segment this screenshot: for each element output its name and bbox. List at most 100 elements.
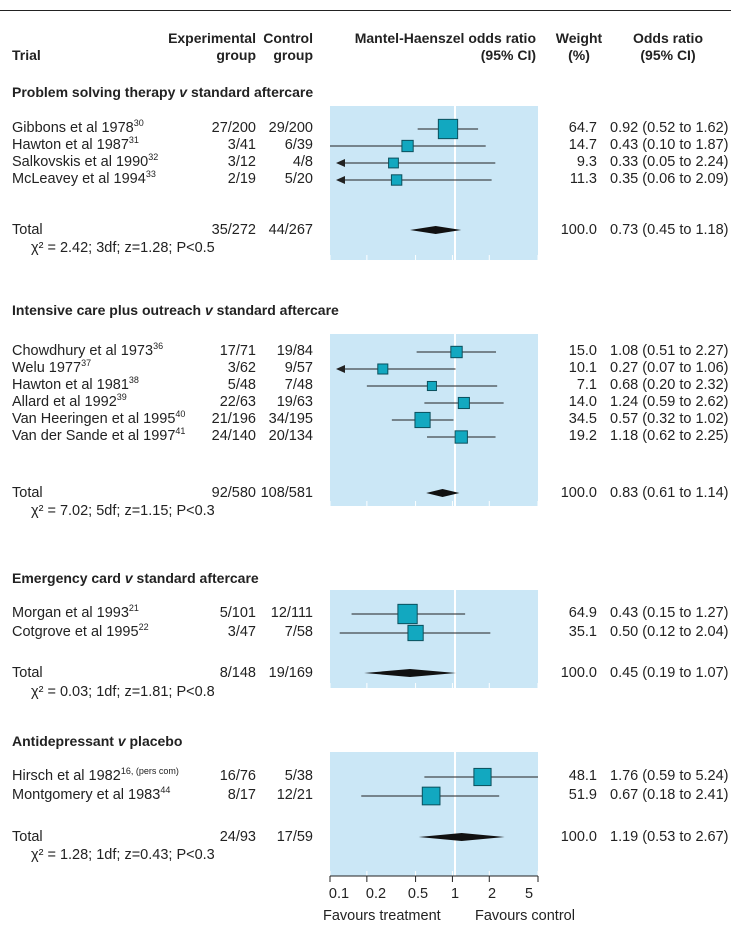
- heterogeneity-stats: χ² = 1.28; 1df; z=0.43; P<0.3: [31, 847, 215, 863]
- group-title: Problem solving therapy v standard after…: [12, 84, 314, 100]
- study-marker: [437, 118, 459, 140]
- weight-value: 34.5: [568, 411, 597, 427]
- exp-count: 5/101: [219, 605, 256, 621]
- group-title: Emergency card v standard aftercare: [12, 570, 259, 586]
- pooled-diamond: [426, 489, 460, 497]
- study-marker: [454, 430, 468, 444]
- reference-line: [454, 752, 456, 876]
- ctrl-count: 29/200: [268, 120, 313, 136]
- study-marker: [401, 139, 414, 153]
- study-marker: [450, 345, 463, 359]
- study-marker: [421, 786, 441, 806]
- group-title: Antidepressant v placebo: [12, 733, 183, 749]
- axis-tick-label: 0.5: [407, 886, 429, 902]
- ctrl-count: 7/58: [284, 624, 313, 640]
- or-ci-value: 0.57 (0.32 to 1.02): [610, 411, 729, 427]
- study-name: Morgan et al 199321: [12, 603, 139, 621]
- study-name: Hawton et al 198731: [12, 135, 139, 153]
- weight-value: 15.0: [568, 343, 597, 359]
- header-mh-line2: (95% CI): [480, 47, 536, 63]
- heterogeneity-stats: χ² = 2.42; 3df; z=1.28; P<0.5: [31, 240, 215, 256]
- or-ci-value: 0.68 (0.20 to 2.32): [610, 377, 729, 393]
- header-exp-line1: Experimental: [168, 30, 256, 46]
- or-ci-value: 1.18 (0.62 to 2.25): [610, 428, 729, 444]
- exp-count: 22/63: [219, 394, 256, 410]
- weight-total: 100.0: [560, 829, 597, 845]
- or-ci-value: 0.43 (0.15 to 1.27): [610, 605, 729, 621]
- or-ci-total: 0.73 (0.45 to 1.18): [610, 222, 729, 238]
- weight-value: 35.1: [568, 624, 597, 640]
- reference-line: [454, 106, 456, 260]
- exp-count: 21/196: [211, 411, 256, 427]
- axis-tick-label: 0.2: [365, 886, 387, 902]
- weight-value: 48.1: [568, 768, 597, 784]
- pooled-diamond: [364, 669, 457, 677]
- axis-tick-label: 0.1: [328, 886, 350, 902]
- study-name: Allard et al 199239: [12, 392, 127, 410]
- header-mh-line1: Mantel-Haenszel odds ratio: [354, 30, 536, 46]
- weight-total: 100.0: [560, 222, 597, 238]
- study-name: Montgomery et al 198344: [12, 785, 171, 803]
- or-ci-total: 1.19 (0.53 to 2.67): [610, 829, 729, 845]
- or-ci-value: 1.76 (0.59 to 5.24): [610, 768, 729, 784]
- favours-control-label: Favours control: [475, 908, 575, 924]
- study-marker: [414, 411, 431, 429]
- weight-total: 100.0: [560, 665, 597, 681]
- plot-panel: [330, 106, 538, 260]
- weight-value: 11.3: [569, 171, 597, 187]
- ctrl-total: 44/267: [268, 222, 313, 238]
- heterogeneity-stats: χ² = 0.03; 1df; z=1.81; P<0.8: [31, 684, 215, 700]
- plot-panel: [330, 752, 538, 876]
- weight-value: 7.1: [576, 377, 597, 393]
- ci-arrow: [336, 176, 345, 184]
- weight-value: 51.9: [568, 787, 597, 803]
- exp-count: 5/48: [227, 377, 256, 393]
- weight-value: 64.7: [568, 120, 597, 136]
- study-marker: [388, 157, 399, 169]
- exp-count: 17/71: [219, 343, 256, 359]
- ctrl-count: 12/21: [276, 787, 313, 803]
- axis-tick-label: 2: [487, 886, 497, 902]
- or-ci-value: 0.33 (0.05 to 2.24): [610, 154, 729, 170]
- ctrl-count: 5/20: [284, 171, 313, 187]
- ctrl-count: 34/195: [268, 411, 313, 427]
- study-name: McLeavey et al 199433: [12, 169, 156, 187]
- study-marker: [457, 396, 470, 410]
- exp-count: 3/12: [227, 154, 256, 170]
- study-marker: [473, 767, 492, 787]
- study-name: Hawton et al 198138: [12, 375, 139, 393]
- or-ci-value: 1.24 (0.59 to 2.62): [610, 394, 729, 410]
- ci-arrow: [336, 365, 345, 373]
- ctrl-count: 9/57: [284, 360, 313, 376]
- exp-count: 27/200: [211, 120, 256, 136]
- or-ci-total: 0.45 (0.19 to 1.07): [610, 665, 729, 681]
- header-exp-line2: group: [216, 47, 256, 63]
- ctrl-count: 5/38: [284, 768, 313, 784]
- axis-tick-label: 1: [450, 886, 460, 902]
- header-weight-line2: (%): [568, 47, 590, 63]
- exp-total: 8/148: [219, 665, 256, 681]
- total-label: Total: [12, 222, 43, 238]
- study-marker: [426, 380, 437, 392]
- exp-count: 16/76: [219, 768, 256, 784]
- or-ci-value: 1.08 (0.51 to 2.27): [610, 343, 729, 359]
- or-ci-total: 0.83 (0.61 to 1.14): [610, 485, 729, 501]
- header-ctrl-line1: Control: [263, 30, 313, 46]
- exp-count: 3/62: [227, 360, 256, 376]
- total-label: Total: [12, 829, 43, 845]
- study-marker: [397, 603, 418, 625]
- total-label: Total: [12, 485, 43, 501]
- study-name: Hirsch et al 198216, (pers com): [12, 766, 179, 784]
- reference-line: [454, 334, 456, 506]
- pooled-diamond: [409, 226, 462, 234]
- weight-value: 10.1: [568, 360, 597, 376]
- study-name: Welu 197737: [12, 358, 92, 376]
- study-name: Cotgrove et al 199522: [12, 622, 149, 640]
- study-name: Van Heeringen et al 199540: [12, 409, 186, 427]
- weight-value: 9.3: [576, 154, 597, 170]
- favours-treatment-label: Favours treatment: [323, 908, 441, 924]
- ctrl-total: 19/169: [268, 665, 313, 681]
- weight-total: 100.0: [560, 485, 597, 501]
- or-ci-value: 0.27 (0.07 to 1.06): [610, 360, 729, 376]
- weight-value: 14.7: [568, 137, 597, 153]
